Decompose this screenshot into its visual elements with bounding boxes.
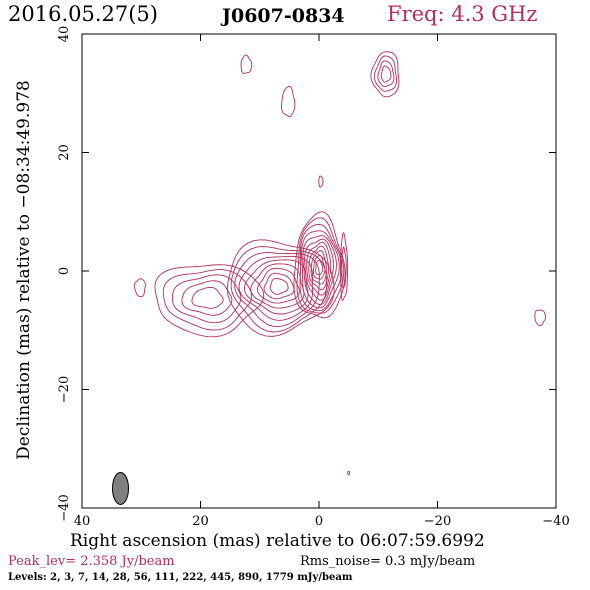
contour-levels: Levels: 2, 3, 7, 14, 28, 56, 111, 222, 4…: [8, 572, 353, 583]
contour-line: [269, 277, 289, 295]
x-tick-label: −20: [424, 514, 451, 529]
contour-line: [340, 231, 349, 301]
contour-line: [238, 255, 313, 321]
contour-line: [301, 230, 340, 309]
contour-line: [191, 286, 224, 309]
contour-line: [370, 51, 400, 98]
axis-ticks: [81, 33, 557, 509]
contour-line: [154, 264, 265, 338]
contour-line: [377, 60, 395, 88]
y-tick-label: 20: [57, 144, 72, 161]
contour-line: [171, 274, 242, 324]
contour-line: [181, 280, 233, 316]
contour-line: [304, 238, 334, 301]
contour-group: [133, 51, 547, 476]
contour-line: [162, 269, 253, 331]
contour-line: [534, 309, 547, 327]
contour-line: [250, 263, 305, 309]
x-tick-label: 0: [315, 514, 323, 529]
frequency-label: Freq: 4.3 GHz: [387, 2, 538, 26]
x-axis-label: Right ascension (mas) relative to 06:07:…: [70, 531, 485, 551]
x-tick-label: 40: [74, 514, 91, 529]
y-tick-label: −40: [57, 494, 72, 521]
contour-line: [373, 55, 398, 92]
rms-noise: Rms_noise= 0.3 mJy/beam: [300, 554, 476, 569]
source-name: J0607-0834: [222, 5, 345, 27]
contour-line: [244, 259, 309, 315]
contour-line: [306, 241, 332, 296]
contour-line: [380, 65, 392, 83]
contour-line: [347, 470, 350, 476]
contour-line: [308, 245, 330, 291]
contour-line: [263, 272, 295, 300]
y-tick-label: −20: [57, 376, 72, 403]
x-tick-label: −40: [542, 514, 569, 529]
contour-line: [240, 54, 253, 74]
contour-line: [133, 278, 146, 298]
contour-line: [226, 239, 335, 337]
restoring-beam: [112, 471, 130, 505]
contour-line: [230, 246, 328, 333]
contour-line: [312, 254, 326, 280]
contour-line: [341, 246, 347, 290]
peak-level: Peak_lev= 2.358 Jy/beam: [8, 554, 175, 569]
contour-line: [296, 217, 345, 314]
contour-line: [257, 267, 300, 304]
contour-line: [318, 175, 324, 188]
x-tick-label: 20: [192, 514, 209, 529]
y-axis-label: Declination (mas) relative to −08:34:49.…: [14, 80, 34, 460]
contour-line: [315, 260, 324, 276]
y-tick-label: 0: [57, 267, 72, 275]
contour-line: [299, 223, 343, 312]
beam-group: [112, 471, 130, 505]
y-tick-label: 40: [57, 26, 72, 43]
contour-line: [234, 252, 320, 328]
contour-line: [280, 85, 296, 118]
observation-date: 2016.05.27(5): [8, 2, 158, 26]
axis-tick-labels: 40 20 0 −20 −40 −40 −20 0 20 40: [57, 26, 570, 529]
